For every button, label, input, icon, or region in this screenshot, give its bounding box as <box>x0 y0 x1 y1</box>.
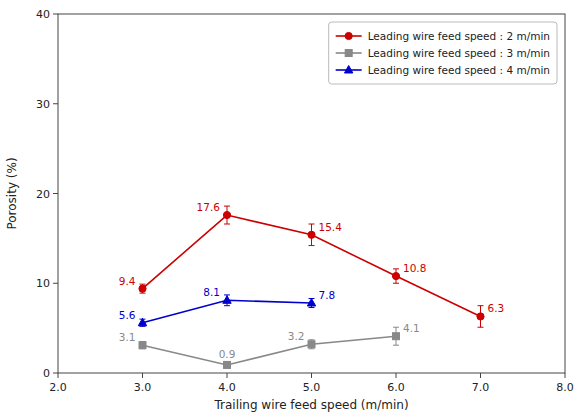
y-tick-label: 0 <box>43 367 50 380</box>
point <box>477 313 484 320</box>
point <box>223 296 231 304</box>
point <box>224 361 231 368</box>
x-tick <box>480 373 481 378</box>
error-bar-cap <box>309 307 315 308</box>
error-bar <box>140 342 146 349</box>
point <box>393 333 400 340</box>
plot-frame <box>58 14 565 373</box>
x-tick-label: 5.0 <box>303 381 321 394</box>
legend-marker <box>345 50 352 57</box>
y-tick <box>53 373 58 374</box>
chart: 2.0 3.0 4.0 5.0 6.0 7.0 8.0 0 10 20 30 40 Trailing w… <box>0 0 579 419</box>
y-tick <box>53 103 58 104</box>
error-bar <box>393 327 399 345</box>
data-label: 10.8 <box>403 262 426 274</box>
point <box>308 231 315 238</box>
y-tick-label: 30 <box>36 98 50 111</box>
error-bar-cap <box>478 305 484 306</box>
series-line <box>143 336 397 365</box>
x-tick <box>396 373 397 378</box>
error-bar-cap <box>224 305 230 306</box>
data-labels: 9.4 17.6 15.4 10.8 6.3 3.1 0.9 3.2 4.1 5.6 8.1 7.8 <box>119 201 504 360</box>
error-bar-cap <box>309 348 315 349</box>
point <box>139 342 146 349</box>
point <box>138 318 146 326</box>
x-tick <box>58 373 59 378</box>
x-tick <box>565 373 566 378</box>
series <box>139 206 484 327</box>
legend: Leading wire feed speed : 2 m/min Leading… <box>329 22 557 84</box>
error-bar-cap <box>309 224 315 225</box>
y-tick-label: 40 <box>36 8 50 21</box>
error-bar-cap <box>393 345 399 346</box>
y-axis-label: Porosity (%) <box>5 157 19 229</box>
point <box>223 211 230 218</box>
x-tick <box>311 373 312 378</box>
error-bar <box>224 206 230 224</box>
x-tick <box>142 373 143 378</box>
data-label: 8.1 <box>203 286 220 298</box>
x-tick-label: 6.0 <box>387 381 405 394</box>
error-bar-cap <box>224 224 230 225</box>
point <box>392 272 399 279</box>
background <box>0 0 579 419</box>
legend-label: Leading wire feed speed : 4 m/min <box>368 64 550 76</box>
data-label: 17.6 <box>197 201 221 213</box>
error-bar <box>224 362 230 367</box>
data-label: 7.8 <box>319 289 336 301</box>
x-tick-label: 4.0 <box>218 381 236 394</box>
y-tick-label: 10 <box>36 277 50 290</box>
data-label: 3.2 <box>288 330 305 342</box>
series-line <box>143 215 481 316</box>
point <box>307 298 315 306</box>
point <box>139 285 146 292</box>
y-tick-label: 20 <box>36 188 50 201</box>
error-bar-cap <box>224 206 230 207</box>
x-tick <box>227 373 228 378</box>
data-label: 9.4 <box>119 275 136 287</box>
legend-marker <box>345 32 352 39</box>
data-label: 3.1 <box>119 331 136 343</box>
data-label: 0.9 <box>219 348 236 360</box>
data-label: 6.3 <box>488 302 505 314</box>
error-bar-cap <box>309 339 315 340</box>
x-tick-label: 3.0 <box>134 381 152 394</box>
error-bar <box>478 306 484 328</box>
plot-area <box>138 206 484 368</box>
error-bar-cap <box>393 327 399 328</box>
error-bar-cap <box>393 283 399 284</box>
x-tick-label: 7.0 <box>472 381 490 394</box>
error-bar <box>309 340 315 349</box>
legend-label: Leading wire feed speed : 2 m/min <box>368 30 550 42</box>
error-bar <box>393 269 399 283</box>
data-label: 4.1 <box>403 322 420 334</box>
x-tick-label: 2.0 <box>49 381 67 394</box>
data-label: 15.4 <box>319 221 343 233</box>
legend-box <box>329 22 557 84</box>
series <box>138 295 315 326</box>
error-bar-cap <box>309 245 315 246</box>
y-tick <box>53 283 58 284</box>
x-axis-label: Trailing wire feed speed (m/min) <box>213 398 408 412</box>
x-tick-label: 8.0 <box>556 381 574 394</box>
error-bar-cap <box>140 284 146 285</box>
legend-marker <box>344 66 352 74</box>
error-bar-cap <box>478 327 484 328</box>
error-bar <box>309 224 315 246</box>
point <box>308 341 315 348</box>
error-bar-cap <box>393 268 399 269</box>
error-bar-cap <box>140 293 146 294</box>
y-tick <box>53 193 58 194</box>
error-bar <box>140 284 146 293</box>
y-tick <box>53 14 58 15</box>
data-label: 5.6 <box>119 309 136 321</box>
series <box>139 327 400 368</box>
legend-label: Leading wire feed speed : 3 m/min <box>368 47 550 59</box>
